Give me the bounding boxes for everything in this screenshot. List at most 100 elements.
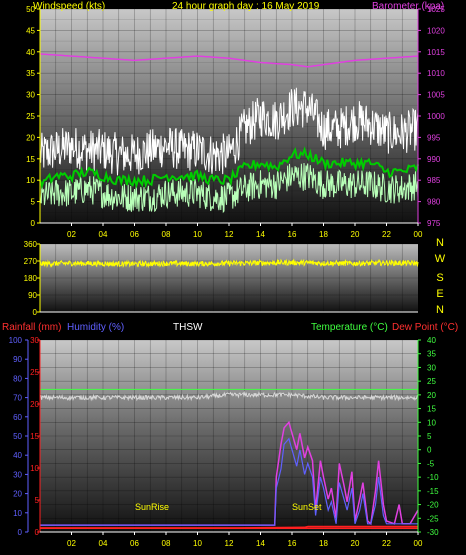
direction-tick-label: 0 bbox=[33, 308, 38, 317]
humidity-axis-label: Humidity (%) bbox=[67, 322, 124, 333]
humidity-tick-label: 30 bbox=[13, 470, 22, 479]
direction-panel-background bbox=[40, 244, 418, 312]
wind-x-tick-label: 08 bbox=[162, 230, 171, 239]
compass-letter-n: N bbox=[436, 237, 444, 249]
humidity-tick-label: 0 bbox=[18, 528, 23, 537]
temperature-tick-label: -30 bbox=[427, 528, 439, 537]
temperature-x-tick-label: 14 bbox=[256, 539, 265, 548]
barometer-tick-label: 990 bbox=[427, 155, 441, 164]
wind-direction-series bbox=[39, 258, 419, 268]
humidity-tick-label: 40 bbox=[13, 451, 22, 460]
wind-x-tick-label: 16 bbox=[288, 230, 297, 239]
barometer-axis-label: Barometer (kpa) bbox=[372, 1, 444, 12]
barometer-tick-label: 1010 bbox=[427, 69, 445, 78]
compass-letter-s: S bbox=[436, 272, 443, 284]
compass-letter-e: E bbox=[436, 288, 443, 300]
direction-tick-label: 90 bbox=[28, 291, 37, 300]
wind-x-tick-label: 14 bbox=[256, 230, 265, 239]
compass-letter-n: N bbox=[436, 304, 444, 316]
humidity-tick-label: 50 bbox=[13, 432, 22, 441]
temperature-tick-label: 30 bbox=[427, 363, 436, 372]
solar-series bbox=[40, 437, 418, 526]
wind-x-tick-label: 06 bbox=[130, 230, 139, 239]
temperature-x-tick-label: 22 bbox=[382, 539, 391, 548]
direction-tick-label: 360 bbox=[24, 240, 38, 249]
rainfall-tick-label: 20 bbox=[30, 400, 39, 409]
temperature-tick-label: 5 bbox=[427, 432, 432, 441]
temperature-axis-label: Temperature (°C) bbox=[311, 322, 388, 333]
windspeed-tick-label: 10 bbox=[26, 176, 35, 185]
temperature-x-tick-label: 20 bbox=[351, 539, 360, 548]
wind-x-tick-label: 20 bbox=[351, 230, 360, 239]
wind-x-tick-label: 04 bbox=[99, 230, 108, 239]
direction-tick-label: 180 bbox=[24, 274, 38, 283]
humidity-trace-series bbox=[39, 390, 419, 402]
temperature-x-tick-label: 00 bbox=[414, 539, 423, 548]
wind-x-tick-label: 12 bbox=[225, 230, 234, 239]
windspeed-tick-label: 25 bbox=[26, 112, 35, 121]
wind-x-tick-label: 02 bbox=[67, 230, 76, 239]
temperature-x-tick-label: 02 bbox=[67, 539, 76, 548]
wind-x-tick-label: 10 bbox=[193, 230, 202, 239]
temperature-tick-label: 20 bbox=[427, 391, 436, 400]
windspeed-tick-label: 40 bbox=[26, 48, 35, 57]
temperature-x-tick-label: 10 bbox=[193, 539, 202, 548]
min-wind-series bbox=[39, 162, 419, 214]
barometer-tick-label: 985 bbox=[427, 176, 441, 185]
humidity-tick-label: 90 bbox=[13, 355, 22, 364]
temperature-x-tick-label: 08 bbox=[162, 539, 171, 548]
rainfall-tick-label: 0 bbox=[35, 528, 40, 537]
temperature-x-tick-label: 06 bbox=[130, 539, 139, 548]
barometer-tick-label: 975 bbox=[427, 219, 441, 228]
barometer-tick-label: 1005 bbox=[427, 91, 445, 100]
barometer-series bbox=[39, 53, 419, 68]
barometer-tick-label: 980 bbox=[427, 198, 441, 207]
temperature-tick-label: -5 bbox=[427, 459, 435, 468]
temperature-tick-label: -15 bbox=[427, 487, 439, 496]
temperature-x-tick-label: 12 bbox=[225, 539, 234, 548]
dewpoint-axis-label: Dew Point (°C) bbox=[392, 322, 458, 333]
temperature-panel-background bbox=[40, 340, 418, 532]
humidity-tick-label: 60 bbox=[13, 413, 22, 422]
data-series bbox=[39, 53, 419, 529]
windspeed-tick-label: 30 bbox=[26, 91, 35, 100]
humidity-tick-label: 80 bbox=[13, 374, 22, 383]
windspeed-tick-label: 15 bbox=[26, 155, 35, 164]
chart-title: 24 hour graph day : 16 May 2019 bbox=[172, 1, 320, 12]
temperature-tick-label: -20 bbox=[427, 501, 439, 510]
rainfall-tick-label: 25 bbox=[30, 368, 39, 377]
humidity-tick-label: 100 bbox=[9, 336, 23, 345]
temperature-tick-label: 10 bbox=[427, 418, 436, 427]
temperature-tick-label: 25 bbox=[427, 377, 436, 386]
temperature-x-tick-label: 04 bbox=[99, 539, 108, 548]
rainfall-tick-label: 15 bbox=[30, 432, 39, 441]
barometer-tick-label: 1000 bbox=[427, 112, 445, 121]
windspeed-tick-label: 45 bbox=[26, 26, 35, 35]
windspeed-tick-label: 50 bbox=[26, 5, 35, 14]
temperature-tick-label: 35 bbox=[427, 350, 436, 359]
temperature-x-tick-label: 16 bbox=[288, 539, 297, 548]
temperature-tick-label: 40 bbox=[427, 336, 436, 345]
barometer-tick-label: 995 bbox=[427, 133, 441, 142]
windspeed-tick-label: 0 bbox=[31, 219, 36, 228]
barometer-tick-label: 1025 bbox=[427, 5, 445, 14]
compass-letter-w: W bbox=[435, 253, 446, 265]
wind-x-tick-label: 22 bbox=[382, 230, 391, 239]
thsw-label: THSW bbox=[173, 322, 203, 333]
average-wind-series bbox=[39, 146, 419, 190]
temperature-tick-label: 15 bbox=[427, 405, 436, 414]
wind-x-tick-label: 00 bbox=[414, 230, 423, 239]
rainfall-axis-label: Rainfall (mm) bbox=[2, 322, 61, 333]
windspeed-tick-label: 20 bbox=[26, 133, 35, 142]
temperature-tick-label: 0 bbox=[427, 446, 432, 455]
temperature-tick-label: -25 bbox=[427, 514, 439, 523]
wind-x-tick-label: 18 bbox=[319, 230, 328, 239]
axes: 0510152025303540455097598098599099510001… bbox=[9, 5, 446, 548]
humidity-tick-label: 10 bbox=[13, 509, 22, 518]
barometer-tick-label: 1015 bbox=[427, 48, 445, 57]
rainfall-tick-label: 30 bbox=[30, 336, 39, 345]
humidity-tick-label: 70 bbox=[13, 394, 22, 403]
sunset-label: SunSet bbox=[292, 502, 322, 512]
